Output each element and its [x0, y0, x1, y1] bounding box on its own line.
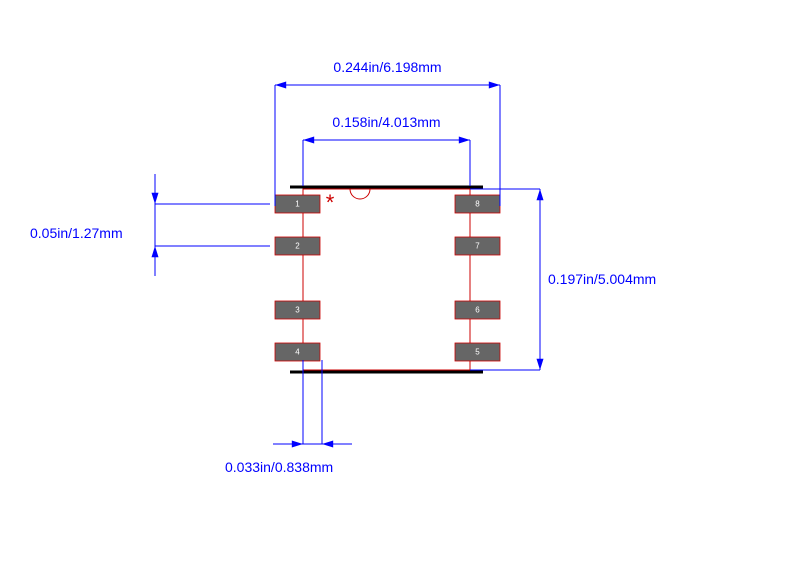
pad-7-label: 7 [475, 242, 480, 251]
body-outline [303, 189, 470, 370]
pad-6-label: 6 [475, 306, 480, 315]
dimension-arrowhead [459, 137, 470, 144]
dimension-arrowhead [275, 82, 286, 89]
dimension-arrowhead [489, 82, 500, 89]
dimension-arrowhead [322, 441, 333, 448]
pad-6: 6 [455, 301, 500, 319]
pad-3: 3 [275, 301, 320, 319]
pad-2: 2 [275, 237, 320, 255]
dimension-arrowhead [152, 193, 159, 204]
dimension-arrowhead [292, 441, 303, 448]
pad-5-label: 5 [475, 348, 480, 357]
dimension-arrowhead [152, 246, 159, 257]
dim-height-label: 0.197in/5.004mm [548, 271, 656, 287]
pad-8-label: 8 [475, 200, 480, 209]
pad-7: 7 [455, 237, 500, 255]
pads: 1 8 2 7 3 6 4 5 [275, 195, 500, 361]
pad-4: 4 [275, 343, 320, 361]
pin1-arc [350, 189, 370, 199]
dim-pad-gap-label: 0.033in/0.838mm [225, 459, 333, 475]
pad-8: 8 [455, 195, 500, 213]
dimension-arrowhead [303, 137, 314, 144]
dimension-arrowhead [537, 359, 544, 370]
pad-2-label: 2 [295, 242, 300, 251]
pad-5: 5 [455, 343, 500, 361]
pin1-star: * [326, 190, 335, 215]
dimension-arrowhead [537, 189, 544, 200]
pad-4-label: 4 [295, 348, 300, 357]
dim-overall-width-label: 0.244in/6.198mm [333, 59, 441, 75]
dim-inner-width-label: 0.158in/4.013mm [332, 114, 440, 130]
pad-1: 1 [275, 195, 320, 213]
dim-pad-pitch-label: 0.05in/1.27mm [30, 225, 123, 241]
pad-1-label: 1 [295, 200, 300, 209]
pad-3-label: 3 [295, 306, 300, 315]
